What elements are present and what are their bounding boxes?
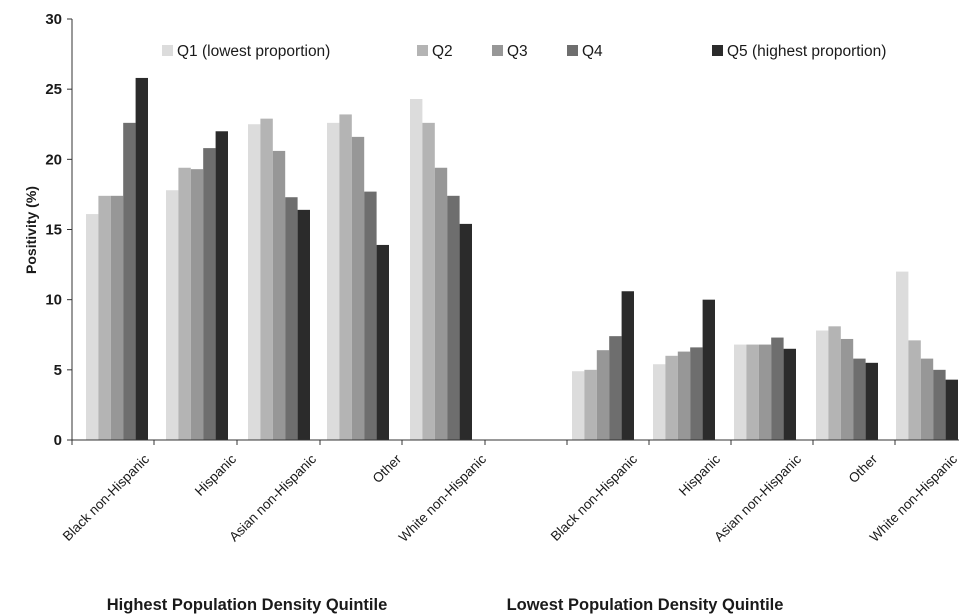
y-tick-label-30: 30 (45, 11, 62, 28)
category-label-lowest-4: White non-Hispanic (867, 451, 959, 545)
bar-lowest-0-series-0 (572, 371, 585, 440)
category-label-highest-0: Black non-Hispanic (60, 451, 152, 543)
bar-lowest-2-series-0 (734, 344, 747, 440)
bar-highest-2-series-0 (248, 124, 261, 440)
category-label-highest-3: Other (370, 451, 405, 486)
category-label-highest-4: White non-Hispanic (396, 451, 490, 545)
legend-swatch-3 (567, 45, 578, 56)
bar-highest-2-series-3 (285, 197, 298, 440)
y-tick-label-5: 5 (54, 362, 62, 379)
y-tick-label-20: 20 (45, 151, 62, 168)
bar-lowest-1-series-3 (690, 347, 703, 440)
bar-highest-4-series-0 (410, 98, 423, 441)
legend-swatch-4 (712, 45, 723, 56)
category-label-lowest-1: Hispanic (676, 451, 723, 498)
bar-highest-3-series-1 (339, 114, 352, 441)
bar-lowest-4-series-1 (908, 340, 921, 440)
y-axis-label: Positivity (%) (23, 186, 39, 274)
bar-highest-4-series-2 (434, 167, 448, 440)
bar-lowest-4-series-2 (920, 358, 934, 440)
bar-lowest-3-series-0 (816, 330, 829, 440)
bar-lowest-2-series-1 (746, 344, 759, 440)
category-label-highest-2: Asian non-Hispanic (226, 451, 319, 544)
bar-lowest-2-series-3 (771, 337, 784, 440)
bar-highest-0-series-0 (86, 214, 99, 440)
bar-lowest-3-series-1 (828, 326, 841, 440)
y-tick-label-25: 25 (45, 81, 62, 98)
bar-lowest-1-series-0 (653, 364, 666, 440)
bar-highest-2-series-4 (297, 209, 310, 440)
bar-highest-1-series-4 (215, 131, 228, 440)
bar-lowest-4-series-0 (896, 271, 909, 440)
group-title-lowest: Lowest Population Density Quintile (507, 596, 784, 614)
bar-highest-3-series-4 (376, 244, 389, 440)
bar-lowest-3-series-3 (853, 358, 866, 440)
category-label-lowest-0: Black non-Hispanic (548, 451, 640, 543)
bar-lowest-4-series-3 (933, 369, 946, 440)
bar-highest-1-series-2 (190, 169, 204, 440)
legend-label-1: Q2 (432, 43, 453, 60)
bar-lowest-2-series-2 (758, 344, 772, 440)
bar-highest-3-series-3 (364, 191, 377, 440)
legend-label-4: Q5 (highest proportion) (727, 43, 886, 60)
bar-lowest-0-series-3 (609, 336, 622, 440)
bar-lowest-0-series-2 (596, 350, 610, 440)
legend-label-0: Q1 (lowest proportion) (177, 43, 330, 60)
bar-highest-4-series-3 (447, 195, 460, 440)
bar-highest-1-series-0 (166, 190, 179, 440)
bar-highest-4-series-4 (459, 223, 472, 440)
axes-layer: 0 5 10 15 20 25 30 (45, 11, 959, 449)
y-tick-label-0: 0 (54, 432, 62, 449)
legend-label-2: Q3 (507, 43, 528, 60)
bar-lowest-3-series-4 (865, 362, 878, 440)
bar-lowest-1-series-2 (677, 351, 691, 440)
bar-highest-0-series-4 (135, 77, 148, 440)
bar-highest-3-series-2 (351, 136, 365, 440)
bar-lowest-0-series-4 (621, 291, 634, 440)
category-label-lowest-2: Asian non-Hispanic (711, 451, 804, 544)
bar-highest-0-series-3 (123, 122, 136, 440)
legend: Q1 (lowest proportion) Q2 Q3 Q4 Q5 (highest … (162, 43, 886, 60)
legend-swatch-2 (492, 45, 503, 56)
bar-highest-2-series-1 (260, 118, 273, 440)
bar-lowest-4-series-4 (945, 379, 958, 440)
bar-highest-0-series-1 (98, 195, 111, 440)
category-label-lowest-3: Other (846, 451, 881, 486)
bar-lowest-1-series-4 (702, 299, 715, 440)
y-tick-label-10: 10 (45, 292, 62, 309)
bars-layer (86, 77, 958, 441)
bar-lowest-3-series-2 (840, 338, 854, 440)
bar-highest-4-series-1 (422, 122, 435, 440)
bar-lowest-0-series-1 (584, 369, 597, 440)
bar-highest-3-series-0 (327, 122, 340, 440)
bar-lowest-1-series-1 (665, 355, 678, 440)
legend-swatch-1 (417, 45, 428, 56)
legend-label-3: Q4 (582, 43, 603, 60)
bar-highest-0-series-2 (110, 195, 124, 440)
bar-highest-1-series-1 (178, 167, 191, 440)
bar-lowest-2-series-4 (783, 348, 796, 440)
bar-highest-1-series-3 (203, 148, 216, 441)
y-tick-label-15: 15 (45, 222, 62, 239)
category-label-highest-1: Hispanic (192, 451, 239, 498)
group-title-highest: Highest Population Density Quintile (107, 596, 388, 614)
bar-highest-2-series-2 (272, 150, 286, 440)
legend-swatch-0 (162, 45, 173, 56)
